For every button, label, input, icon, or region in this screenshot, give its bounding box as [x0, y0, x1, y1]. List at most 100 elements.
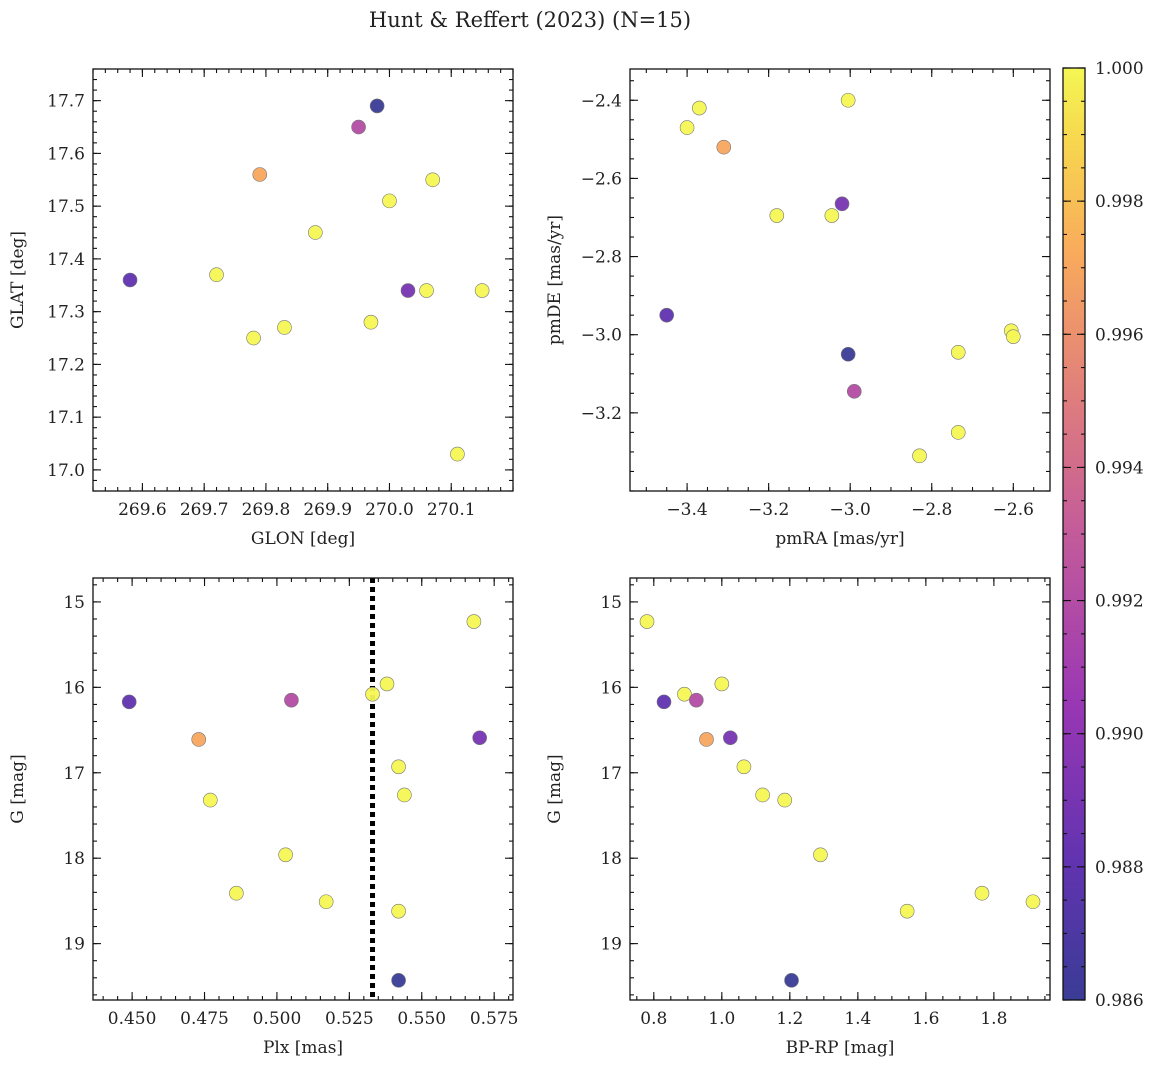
scatter-point — [699, 732, 714, 747]
colorbar-tick-label: 0.996 — [1095, 325, 1144, 345]
figure-title: Hunt & Reffert (2023) (N=15) — [369, 8, 691, 32]
y-axis-label: G [mag] — [545, 754, 565, 823]
x-tick-label: 270.1 — [427, 500, 476, 520]
scatter-point — [466, 614, 482, 629]
x-tick-label: −3.0 — [830, 500, 871, 520]
scatter-point — [246, 330, 261, 346]
scatter-point — [689, 692, 704, 708]
scatter-point — [209, 267, 224, 283]
panel-pmra-pmde: −3.4 −3.2 −3.0 −2.8 −2.6 −3.2 −3.0 −2.8 −2.6 −2.4… — [545, 68, 1051, 549]
scatter-point — [365, 686, 380, 702]
scatter-point — [639, 614, 655, 629]
y-tick-label: −2.6 — [581, 169, 622, 189]
scatter-point — [824, 208, 840, 223]
y-tick-label: −2.8 — [581, 248, 622, 268]
y-tick-label: −3.2 — [581, 404, 622, 424]
scatter-point — [723, 730, 738, 746]
y-tick-label: 17.3 — [47, 303, 85, 323]
scatter-point — [736, 759, 752, 775]
y-tick-label: 19 — [600, 935, 622, 955]
scatter-point — [899, 903, 915, 919]
x-tick-label: 0.8 — [640, 1009, 667, 1029]
scatter-point — [677, 686, 692, 702]
x-tick-label: 269.6 — [118, 500, 167, 520]
y-tick-label: 16 — [600, 678, 622, 698]
y-tick-label: 15 — [63, 593, 85, 613]
scatter-point — [950, 344, 966, 360]
scatter-point — [659, 307, 674, 323]
scatter-point — [450, 446, 465, 462]
panel-plx-g: 0.450 0.475 0.500 0.525 0.550 0.575 15 16 17 18 19… — [8, 577, 519, 1058]
scatter-point — [203, 792, 218, 808]
x-tick-label: 1.6 — [912, 1009, 939, 1029]
scatter-point — [1025, 894, 1041, 910]
scatter-point — [714, 676, 730, 692]
y-tick-label: −2.4 — [581, 91, 622, 111]
scatter-point — [784, 973, 799, 988]
y-tick-label: 17.4 — [47, 250, 85, 270]
x-tick-label: −3.2 — [748, 500, 789, 520]
scatter-point — [363, 314, 379, 330]
x-tick-label: −2.8 — [911, 500, 952, 520]
scatter-point — [474, 283, 490, 298]
y-tick-label: 19 — [63, 935, 85, 955]
colorbar-tick-label: 0.986 — [1095, 991, 1144, 1011]
scatter-point — [912, 448, 927, 464]
colorbar-tick-label: 0.988 — [1095, 858, 1144, 878]
scatter-point — [419, 283, 434, 298]
scatter-point — [122, 272, 138, 288]
axes-frame — [629, 68, 1051, 492]
scatter-point — [382, 193, 397, 209]
colorbar-tick-label: 0.998 — [1095, 192, 1144, 212]
colorbar-gradient — [1063, 68, 1085, 1000]
scatter-point — [379, 676, 395, 692]
scatter-point — [391, 759, 406, 775]
scatter-point — [277, 320, 292, 335]
y-tick-label: 18 — [600, 849, 622, 869]
y-tick-label: 17.2 — [47, 355, 85, 375]
x-tick-label: 269.7 — [180, 500, 229, 520]
x-tick-label: 0.450 — [108, 1009, 157, 1029]
x-tick-label: 0.475 — [180, 1009, 229, 1029]
axes-frame — [92, 577, 514, 1001]
scatter-point — [397, 787, 412, 803]
axes-frame — [629, 577, 1051, 1001]
scatter-point — [369, 98, 385, 114]
scatter-point — [656, 694, 672, 710]
y-tick-label: 15 — [600, 593, 622, 613]
y-tick-label: 17 — [600, 764, 622, 784]
x-tick-label: 269.9 — [303, 500, 352, 520]
scatter-point — [716, 139, 732, 155]
scatter-point — [840, 346, 856, 362]
x-axis-label: pmRA [mas/yr] — [775, 529, 904, 549]
colorbar-tick-label: 0.990 — [1095, 725, 1144, 745]
scatter-point — [229, 885, 244, 901]
scatter-point — [472, 730, 487, 746]
x-tick-label: 270.0 — [365, 500, 414, 520]
scatter-point — [391, 903, 406, 919]
scatter-point — [425, 172, 441, 188]
colorbar-tick-label: 1.000 — [1095, 59, 1144, 79]
scatter-point — [950, 425, 966, 440]
y-tick-label: 17.1 — [47, 408, 85, 428]
scatter-point — [351, 119, 366, 135]
colorbar-tick-label: 0.994 — [1095, 458, 1144, 478]
x-tick-label: −2.6 — [993, 500, 1034, 520]
y-tick-label: 17 — [63, 764, 85, 784]
x-tick-label: 0.525 — [325, 1009, 374, 1029]
scatter-point — [1006, 329, 1021, 344]
scatter-point — [318, 894, 334, 910]
x-tick-label: 1.0 — [708, 1009, 735, 1029]
x-tick-label: 0.550 — [397, 1009, 446, 1029]
x-tick-label: 1.4 — [844, 1009, 871, 1029]
y-axis-label: GLAT [deg] — [8, 231, 28, 329]
scatter-point — [679, 120, 695, 135]
x-axis-label: BP-RP [mag] — [786, 1038, 895, 1058]
scatter-point — [840, 92, 856, 108]
x-tick-label: 0.500 — [253, 1009, 302, 1029]
y-tick-label: 16 — [63, 678, 85, 698]
colorbar: 0.986 0.988 0.990 0.992 0.994 0.996 0.998 1.000 — [1062, 59, 1144, 1011]
x-tick-label: 0.575 — [470, 1009, 519, 1029]
y-tick-label: 17.7 — [47, 92, 85, 112]
